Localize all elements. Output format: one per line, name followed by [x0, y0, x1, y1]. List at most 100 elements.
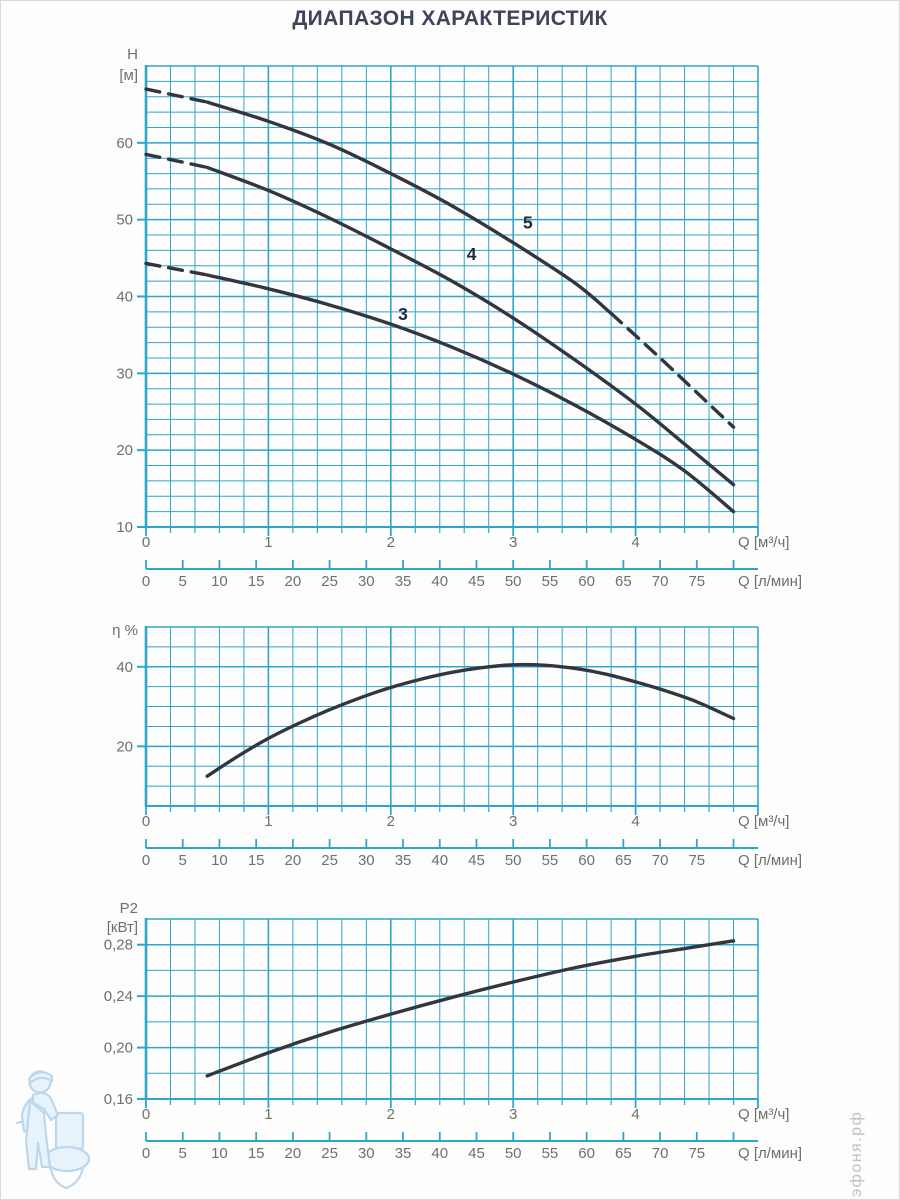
- curve-5-dashed: [609, 311, 736, 429]
- x-axis-label-lmin: Q [л/мин]: [738, 1145, 802, 1162]
- y-tick-label: 40: [116, 659, 133, 676]
- x-tick-lmin: 55: [542, 1145, 559, 1162]
- x-tick-lmin: 25: [321, 1145, 338, 1162]
- x-tick-lmin: 0: [142, 573, 150, 590]
- curve-5-dashed: [144, 87, 209, 104]
- x-tick-lmin: 75: [688, 573, 705, 590]
- x-tick-lmin: 35: [395, 1145, 412, 1162]
- x-tick-lmin: 25: [321, 852, 338, 869]
- x-tick-lmin: 45: [468, 852, 485, 869]
- x-tick-lmin: 75: [688, 1145, 705, 1162]
- y-axis-title: H: [127, 46, 138, 63]
- x-tick-lmin: 15: [248, 573, 265, 590]
- x-tick-lmin: 5: [179, 573, 187, 590]
- x-tick-m3h: 1: [264, 1106, 272, 1123]
- y-tick-label: 40: [116, 289, 133, 306]
- x-tick-lmin: 55: [542, 852, 559, 869]
- curve-label-3: 3: [398, 304, 408, 324]
- site-watermark-text: эфоня.рф: [848, 1110, 865, 1197]
- y-tick-label: 0,16: [104, 1091, 133, 1108]
- y-tick-label: 0,28: [104, 937, 133, 954]
- x-tick-m3h: 3: [509, 813, 517, 830]
- x-tick-lmin: 10: [211, 852, 228, 869]
- x-tick-m3h: 1: [264, 813, 272, 830]
- x-axis-label-lmin: Q [л/мин]: [738, 852, 802, 869]
- x-tick-m3h: 1: [264, 534, 272, 551]
- x-tick-lmin: 75: [688, 852, 705, 869]
- plumber-watermark-icon: [15, 1070, 91, 1190]
- x-tick-lmin: 5: [179, 1145, 187, 1162]
- curve-3: [205, 273, 736, 514]
- x-tick-lmin: 40: [431, 573, 448, 590]
- x-tick-lmin: 30: [358, 1145, 375, 1162]
- x-tick-m3h: 0: [142, 534, 150, 551]
- page-title: ДИАПАЗОН ХАРАКТЕРИСТИК: [292, 7, 608, 30]
- x-tick-lmin: 45: [468, 1145, 485, 1162]
- y-axis-title: P2: [120, 900, 138, 917]
- x-axis-label-m3h: Q [м³/ч]: [738, 813, 789, 830]
- y-tick-label: 10: [116, 519, 133, 536]
- x-tick-m3h: 2: [387, 1106, 395, 1123]
- x-tick-lmin: 0: [142, 1145, 150, 1162]
- x-tick-lmin: 50: [505, 573, 522, 590]
- chart-power-curve: 0 1 2 3 4 Q [м³/ч] 0 5 10 15 20 25 30 35 40 45 50 55 60 65 7…: [104, 900, 802, 1162]
- x-tick-lmin: 40: [431, 1145, 448, 1162]
- x-tick-lmin: 50: [505, 852, 522, 869]
- x-tick-lmin: 5: [179, 852, 187, 869]
- x-tick-lmin: 20: [285, 573, 302, 590]
- x-tick-m3h: 0: [142, 813, 150, 830]
- x-tick-lmin: 25: [321, 573, 338, 590]
- x-tick-m3h: 4: [631, 813, 639, 830]
- x-tick-lmin: 15: [248, 1145, 265, 1162]
- x-tick-m3h: 3: [509, 1106, 517, 1123]
- x-tick-lmin: 70: [652, 573, 669, 590]
- x-axis-label-m3h: Q [м³/ч]: [738, 534, 789, 551]
- x-tick-lmin: 50: [505, 1145, 522, 1162]
- x-tick-lmin: 35: [395, 852, 412, 869]
- y-tick-label: 30: [116, 365, 133, 382]
- x-tick-m3h: 2: [387, 534, 395, 551]
- x-tick-lmin: 70: [652, 1145, 669, 1162]
- x-tick-lmin: 20: [285, 1145, 302, 1162]
- y-tick-label: 60: [116, 135, 133, 152]
- x-tick-lmin: 15: [248, 852, 265, 869]
- curve-label-5: 5: [523, 213, 533, 233]
- x-tick-m3h: 0: [142, 1106, 150, 1123]
- x-tick-lmin: 35: [395, 573, 412, 590]
- x-tick-lmin: 60: [578, 573, 595, 590]
- y-tick-label: 20: [116, 738, 133, 755]
- x-tick-lmin: 10: [211, 573, 228, 590]
- x-axis-label-m3h: Q [м³/ч]: [738, 1106, 789, 1123]
- y-tick-label: 0,20: [104, 1040, 133, 1057]
- x-tick-lmin: 70: [652, 852, 669, 869]
- curve-label-4: 4: [467, 244, 477, 264]
- curve-3-dashed: [144, 261, 209, 277]
- x-tick-m3h: 3: [509, 534, 517, 551]
- y-axis-title: [м]: [119, 67, 138, 84]
- x-tick-lmin: 30: [358, 573, 375, 590]
- chart-efficiency-curve: 0 1 2 3 4 Q [м³/ч] 0 5 10 15 20 25 30 35 40 45 50 55 60 65 7…: [112, 622, 802, 869]
- x-tick-m3h: 2: [387, 813, 395, 830]
- x-tick-lmin: 55: [542, 573, 559, 590]
- x-tick-lmin: 20: [285, 852, 302, 869]
- curve-eta: [205, 662, 736, 778]
- y-axis-title: [кВт]: [107, 919, 138, 936]
- x-tick-lmin: 65: [615, 852, 632, 869]
- curve-4-dashed: [144, 152, 209, 170]
- x-tick-m3h: 4: [631, 534, 639, 551]
- x-tick-lmin: 30: [358, 852, 375, 869]
- x-tick-lmin: 45: [468, 573, 485, 590]
- x-tick-lmin: 60: [578, 852, 595, 869]
- x-tick-m3h: 4: [631, 1106, 639, 1123]
- curve-P2: [205, 939, 736, 1078]
- curve-5: [205, 100, 613, 316]
- x-tick-lmin: 10: [211, 1145, 228, 1162]
- x-axis-label-lmin: Q [л/мин]: [738, 573, 802, 590]
- curve-4: [205, 165, 736, 487]
- y-axis-title: η %: [112, 622, 138, 639]
- x-tick-lmin: 65: [615, 573, 632, 590]
- y-tick-label: 20: [116, 442, 133, 459]
- x-tick-lmin: 65: [615, 1145, 632, 1162]
